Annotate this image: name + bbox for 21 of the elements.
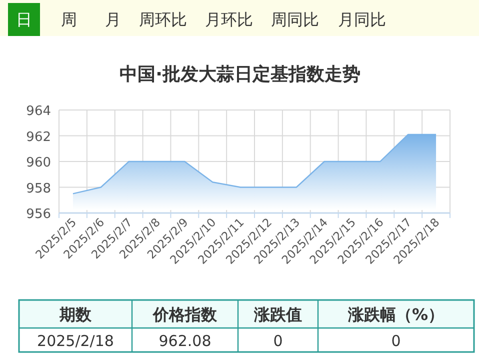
- text: 价格指数: [152, 305, 218, 324]
- y-tick-label: 956: [26, 207, 51, 222]
- chart-title: 中国·批发大蒜日定基指数走势: [120, 64, 360, 85]
- text: 周: [61, 10, 77, 29]
- text: 962.08: [158, 332, 212, 350]
- y-tick-label: 958: [26, 181, 51, 196]
- text: 0: [273, 332, 283, 350]
- text: 2025/2/18: [37, 332, 114, 350]
- text: 日: [16, 10, 32, 29]
- text: 周环比: [139, 10, 187, 29]
- text: 月同比: [338, 10, 386, 29]
- y-tick-label: 960: [26, 156, 51, 170]
- y-tick-label: 964: [26, 104, 51, 119]
- text: 月环比: [205, 10, 253, 29]
- text: 期数: [58, 305, 92, 324]
- text: 周同比: [271, 10, 319, 29]
- text: 月: [105, 10, 121, 29]
- text: 0: [391, 332, 401, 350]
- y-tick-label: 962: [26, 130, 51, 145]
- text: 涨跌值: [253, 305, 302, 324]
- text: 涨跌幅（%）: [346, 305, 444, 324]
